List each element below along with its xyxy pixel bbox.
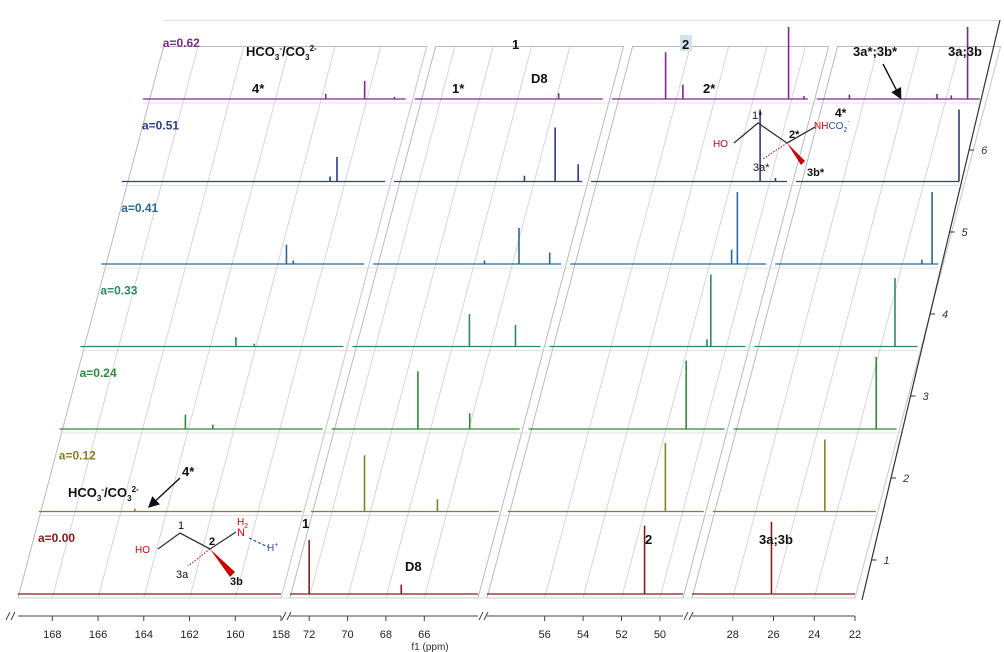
arrow-3ab-star bbox=[882, 63, 902, 100]
grid-line bbox=[143, 46, 290, 599]
peak-label-1-bottom: 1 bbox=[302, 516, 309, 531]
grid-line bbox=[97, 46, 245, 599]
series-label: a=0.24 bbox=[80, 366, 117, 380]
peak-label-3ab-top: 3a;3b bbox=[948, 44, 982, 59]
panel-frames bbox=[17, 20, 1002, 599]
arrow-4star bbox=[147, 477, 181, 508]
x-tick-label: 50 bbox=[654, 629, 666, 641]
svg-text:N: N bbox=[237, 527, 245, 539]
spectra-traces bbox=[18, 27, 980, 595]
series-labels: a=0.00 a=0.12 a=0.24 a=0.33 a=0.41 a=0.51 a=0.… bbox=[38, 36, 200, 545]
peak-label-3ab-star-top: 3a*;3b* bbox=[853, 44, 898, 59]
x-tick-label: 28 bbox=[727, 629, 739, 641]
series-label: a=0.00 bbox=[38, 531, 75, 545]
svg-text:HO: HO bbox=[135, 545, 150, 556]
x-tick-label: 66 bbox=[418, 629, 430, 641]
svg-text:3a*: 3a* bbox=[753, 162, 770, 174]
x-tick-label: 162 bbox=[180, 629, 198, 641]
peak-label-2-top: 2 bbox=[682, 37, 689, 52]
series-label: a=0.12 bbox=[59, 449, 96, 463]
svg-text:3a: 3a bbox=[176, 569, 189, 581]
x-tick-label: 56 bbox=[539, 629, 551, 641]
depth-tick-label: 2 bbox=[902, 473, 909, 485]
peak-label-D8-top: D8 bbox=[531, 71, 548, 86]
depth-axis: 1 2 3 4 5 6 bbox=[861, 19, 1001, 601]
axis-break bbox=[478, 611, 489, 621]
grid-line bbox=[423, 46, 571, 599]
highlight-2-top bbox=[680, 35, 692, 51]
grid-line bbox=[385, 46, 532, 599]
grid-line bbox=[51, 46, 199, 599]
grid-line bbox=[234, 46, 382, 599]
peak-label-4star-top: 4* bbox=[252, 81, 265, 96]
peak-label-2-bottom: 2 bbox=[645, 532, 652, 547]
peak-label-3ab-bottom: 3a;3b bbox=[759, 532, 793, 547]
depth-tick-label: 4 bbox=[942, 309, 948, 321]
series-label: a=0.62 bbox=[163, 36, 200, 50]
x-tick-label: 22 bbox=[849, 629, 861, 641]
grid-line bbox=[773, 46, 920, 599]
carbamate-structure: HO 1* 2* NHCO2- 4* 3a* 3b* bbox=[713, 106, 850, 179]
x-tick-label: 26 bbox=[767, 629, 779, 641]
peak-label-4star-bottom: 4* bbox=[182, 464, 195, 479]
depth-tick-label: 5 bbox=[962, 227, 969, 239]
grid-line bbox=[280, 46, 427, 599]
series-label: a=0.51 bbox=[142, 119, 179, 133]
axis-break bbox=[683, 611, 694, 621]
grid-line bbox=[813, 46, 961, 599]
axis-break bbox=[281, 611, 292, 621]
svg-text:NHCO2-: NHCO2- bbox=[814, 119, 850, 134]
svg-text:4*: 4* bbox=[835, 106, 847, 120]
svg-text:3b*: 3b* bbox=[807, 167, 825, 179]
svg-text:H+: H+ bbox=[267, 542, 278, 554]
x-tick-label: 70 bbox=[341, 629, 353, 641]
depth-tick-label: 6 bbox=[981, 145, 988, 157]
svg-text:1: 1 bbox=[178, 520, 184, 532]
grid-line bbox=[308, 46, 456, 599]
series-label: a=0.33 bbox=[100, 284, 137, 298]
x-tick-label: 168 bbox=[43, 629, 61, 641]
hco3-label-top: HCO3-/CO32- bbox=[246, 44, 317, 62]
x-axis: 168 166 164 162 160 158 72 70 68 66 56 54 52 50 28 26 24… bbox=[5, 611, 861, 641]
x-tick-label: 166 bbox=[89, 629, 107, 641]
peak-label-1star-top: 1* bbox=[452, 81, 465, 96]
axis-break bbox=[5, 611, 16, 621]
peak-label-1-top: 1 bbox=[512, 37, 519, 52]
grid-line bbox=[347, 46, 494, 599]
depth-tick-label: 3 bbox=[923, 391, 930, 403]
svg-text:H2: H2 bbox=[237, 517, 248, 530]
grid-line bbox=[732, 46, 879, 599]
grid-line bbox=[582, 46, 730, 599]
depth-axis-line bbox=[861, 19, 1001, 601]
x-tick-label: 158 bbox=[272, 629, 290, 641]
svg-text:2: 2 bbox=[209, 536, 215, 548]
svg-text:3b: 3b bbox=[230, 576, 243, 588]
x-axis-label: f1 (ppm) bbox=[411, 642, 448, 652]
x-tick-label: 52 bbox=[615, 629, 627, 641]
svg-text:1*: 1* bbox=[752, 110, 763, 122]
x-tick-label: 160 bbox=[226, 629, 244, 641]
x-tick-label: 24 bbox=[808, 629, 820, 641]
svg-text:HO: HO bbox=[713, 139, 728, 150]
grid-line bbox=[544, 46, 691, 599]
x-tick-label: 72 bbox=[303, 629, 315, 641]
x-tick-label: 164 bbox=[135, 629, 153, 641]
series-label: a=0.41 bbox=[121, 201, 158, 215]
svg-text:2*: 2* bbox=[789, 129, 800, 141]
depth-tick-label: 1 bbox=[884, 555, 890, 567]
amine-structure: HO 1 2 N H2 H+ 3a 3b bbox=[135, 517, 278, 588]
hco3-label-bottom: HCO3-/CO32- bbox=[68, 485, 139, 503]
peak-label-2star-top: 2* bbox=[703, 81, 716, 96]
grid-line bbox=[621, 46, 768, 599]
peak-label-D8-bottom: D8 bbox=[405, 559, 422, 574]
x-tick-label: 54 bbox=[577, 629, 589, 641]
grid-line bbox=[189, 46, 336, 599]
x-tick-label: 68 bbox=[380, 629, 392, 641]
